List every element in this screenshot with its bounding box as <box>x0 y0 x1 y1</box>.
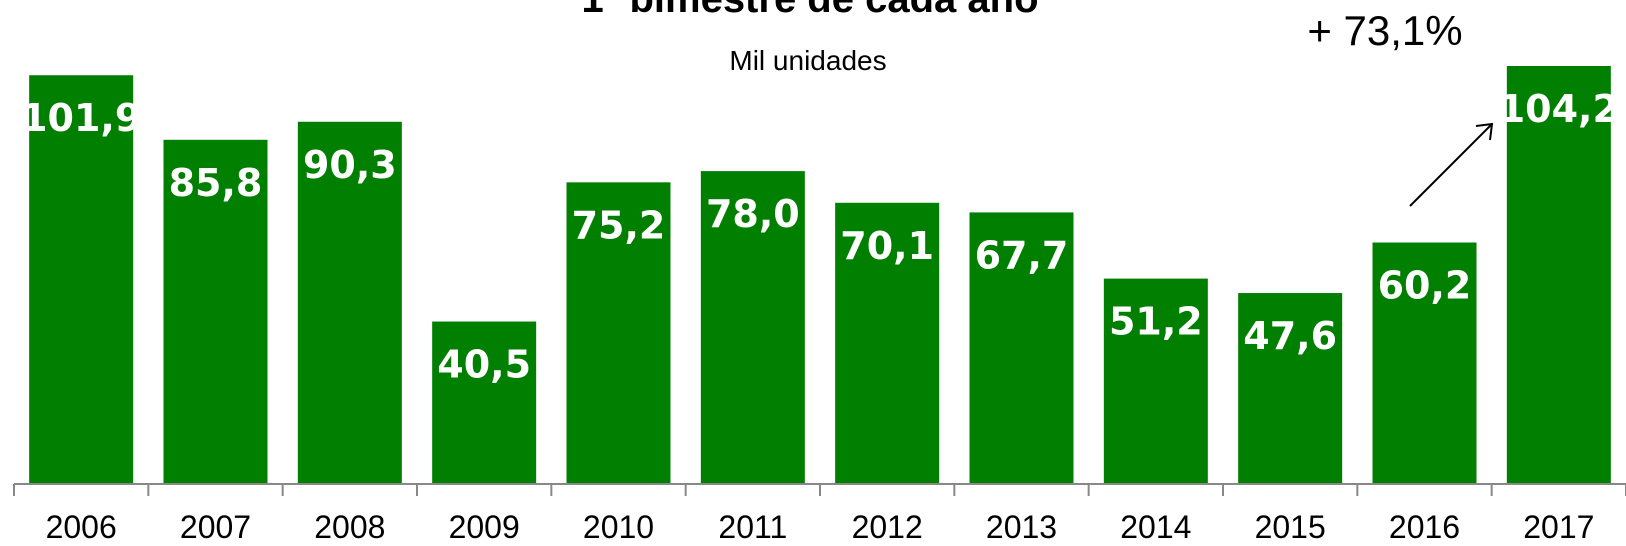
bar-2016 <box>1372 242 1477 484</box>
x-tick-label-2010: 2010 <box>583 509 654 545</box>
data-label-2007: 85,8 <box>169 161 263 205</box>
x-tick-label-2009: 2009 <box>449 509 520 545</box>
growth-arrow <box>1409 122 1494 207</box>
bar-2009 <box>432 321 537 484</box>
growth-annotation: + 73,1% <box>1307 7 1462 54</box>
x-tick-label-2015: 2015 <box>1255 509 1326 545</box>
chart-title: 1º bimestre de cada ano <box>581 0 1038 21</box>
data-label-2016: 60,2 <box>1378 264 1472 308</box>
growth-arrow-head <box>1475 122 1494 141</box>
data-label-2011: 78,0 <box>706 192 800 236</box>
bar-2015 <box>1238 293 1343 484</box>
x-tick-label-2016: 2016 <box>1389 509 1460 545</box>
x-tick-label-2011: 2011 <box>718 509 787 545</box>
bar-2014 <box>1103 278 1208 484</box>
bar-2007 <box>163 139 268 485</box>
x-tick-label-2014: 2014 <box>1120 509 1191 545</box>
x-tick-label-2013: 2013 <box>986 509 1057 545</box>
bar-2017 <box>1506 66 1611 484</box>
bar-2012 <box>835 202 940 484</box>
bar-2011 <box>700 171 805 484</box>
data-label-2015: 47,6 <box>1243 314 1337 358</box>
growth-arrow-line <box>1409 123 1493 207</box>
data-label-2008: 90,3 <box>303 143 397 187</box>
data-label-2017: 104,2 <box>1499 87 1619 131</box>
x-tick-label-2006: 2006 <box>46 509 117 545</box>
data-label-2010: 75,2 <box>572 203 666 247</box>
bar-2008 <box>297 121 402 485</box>
x-tick-label-2008: 2008 <box>314 509 385 545</box>
bar-2006 <box>29 75 134 484</box>
data-label-2013: 67,7 <box>975 233 1069 277</box>
data-label-2014: 51,2 <box>1109 300 1203 344</box>
data-label-2012: 70,1 <box>840 224 934 268</box>
x-axis: 2006 2007 2008 2009 2010 2011 2012 2013 2014 2015… <box>13 483 1626 545</box>
bars-group: 101,9 85,8 90,3 40,5 75,2 78,0 70,1 67,7 51,2 47,… <box>21 66 1619 485</box>
x-tick-label-2017: 2017 <box>1523 509 1594 545</box>
x-tick-label-2007: 2007 <box>180 509 251 545</box>
data-label-2006: 101,9 <box>21 96 141 140</box>
bar-2010 <box>566 182 671 484</box>
x-tick-label-2012: 2012 <box>852 509 923 545</box>
chart-subtitle: Mil unidades <box>729 45 886 76</box>
bar-2013 <box>969 212 1074 484</box>
data-label-2009: 40,5 <box>437 343 531 387</box>
